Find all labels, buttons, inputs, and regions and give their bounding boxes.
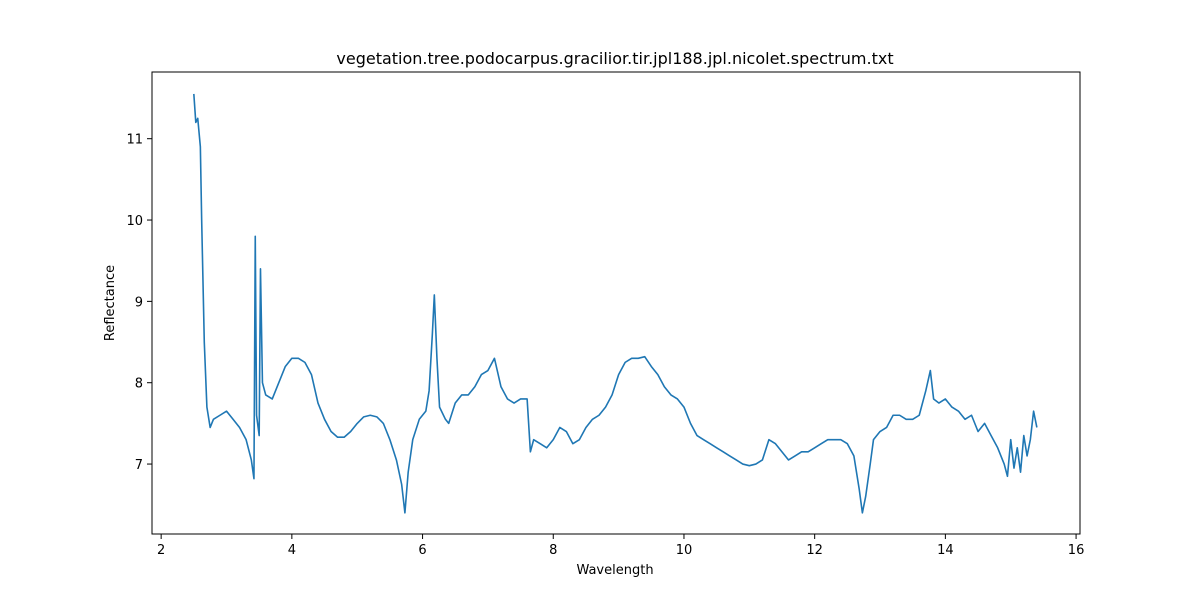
y-tick-label: 10 bbox=[126, 214, 143, 229]
y-tick-label: 9 bbox=[135, 295, 143, 310]
y-axis-label: Reflectance bbox=[103, 265, 118, 341]
x-tick-label: 14 bbox=[937, 543, 954, 558]
data-line bbox=[193, 93, 1038, 514]
x-tick-label: 16 bbox=[1068, 543, 1085, 558]
axes-frame bbox=[151, 71, 1081, 535]
plot-area bbox=[193, 93, 1038, 514]
x-tick-label: 10 bbox=[676, 543, 693, 558]
x-axis-label: Wavelength bbox=[576, 563, 653, 578]
y-tick-label: 7 bbox=[135, 458, 143, 473]
x-tick-label: 12 bbox=[806, 543, 823, 558]
chart-title: vegetation.tree.podocarpus.gracilior.tir… bbox=[336, 49, 893, 68]
x-tick-label: 8 bbox=[549, 543, 557, 558]
x-tick-label: 2 bbox=[157, 543, 165, 558]
x-tick-label: 4 bbox=[288, 543, 296, 558]
x-tick-label: 6 bbox=[418, 543, 426, 558]
y-tick-label: 8 bbox=[135, 377, 143, 392]
y-tick-label: 11 bbox=[126, 133, 143, 148]
